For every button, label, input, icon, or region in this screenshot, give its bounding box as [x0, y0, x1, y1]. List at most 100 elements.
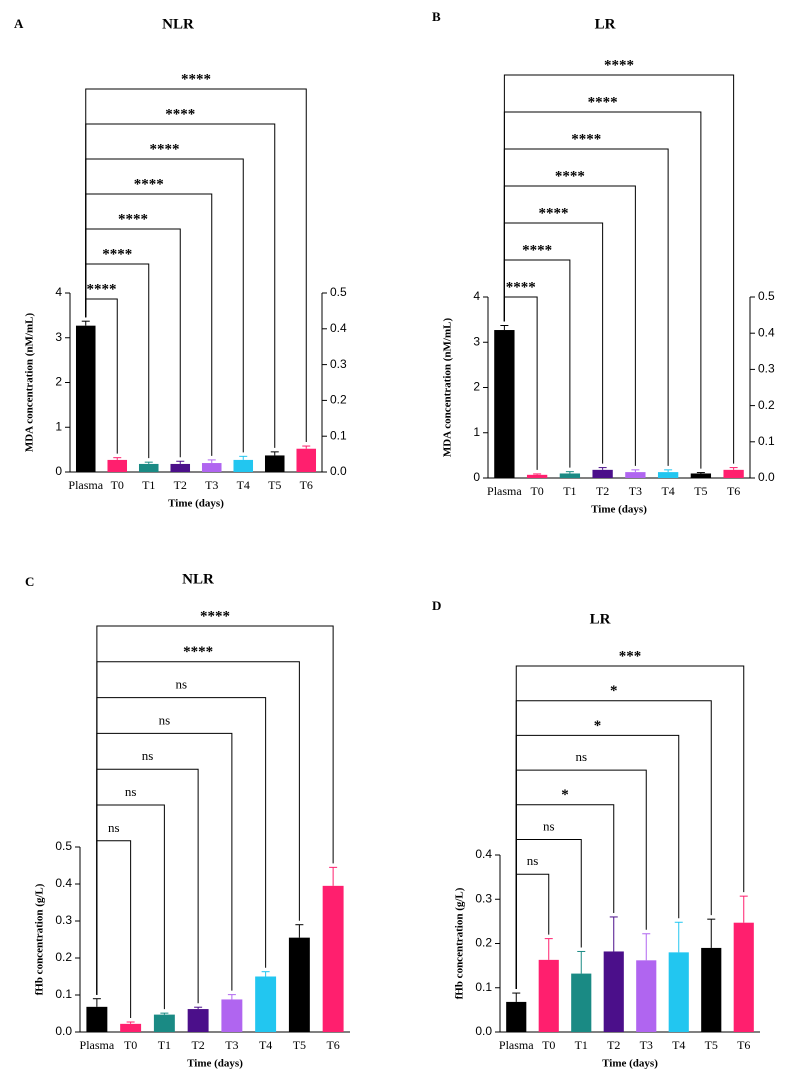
y-tick-label: 0.2	[55, 950, 72, 964]
bar	[86, 1006, 108, 1032]
significance-label: *	[594, 718, 602, 734]
bar	[296, 448, 317, 472]
bar	[690, 473, 712, 478]
y-tick-label: 0.5	[55, 839, 72, 853]
x-tick-label: Plasma	[487, 484, 522, 498]
bar	[75, 325, 96, 472]
x-tick-label: T3	[225, 1038, 238, 1052]
y2-tick-label: 0.1	[758, 434, 775, 448]
significance-label: ns	[175, 677, 187, 692]
significance-bracket	[515, 665, 745, 990]
bar	[494, 330, 515, 478]
significance-label: ****	[571, 131, 601, 147]
significance-label: ****	[183, 644, 213, 660]
chart-title: NLR	[182, 571, 214, 587]
x-tick-label: T0	[124, 1038, 137, 1052]
significance-bracket	[96, 625, 334, 995]
significance-label: ****	[522, 242, 552, 258]
significance-label: ****	[181, 71, 211, 87]
x-axis-label: Time (days)	[168, 498, 224, 510]
y-axis-label: fHb concentration (g/L)	[34, 883, 46, 995]
x-axis-label: Time (days)	[602, 1058, 658, 1070]
significance-label: ****	[134, 176, 164, 192]
x-tick-label: T2	[174, 478, 187, 492]
bar	[506, 1001, 527, 1032]
x-tick-label: T4	[661, 484, 674, 498]
panel-letter: B	[432, 9, 441, 24]
y-axis-label: MDA concentration (nM/mL)	[24, 313, 36, 453]
significance-label: ****	[539, 205, 569, 221]
x-tick-label: T4	[237, 478, 250, 492]
significance-label: ****	[165, 106, 195, 122]
bar	[603, 951, 624, 1032]
bar	[201, 463, 222, 472]
y2-tick-label: 0.5	[758, 289, 775, 303]
bar	[322, 885, 344, 1032]
y-tick-label: 0.1	[55, 987, 72, 1001]
y-axis-label: MDA concentration (nM/mL)	[442, 318, 454, 458]
y-tick-label: 4	[55, 285, 62, 299]
y2-tick-label: 0.3	[758, 362, 775, 376]
y2-tick-label: 0.4	[758, 325, 775, 339]
y-tick-label: 3	[55, 330, 62, 344]
bar	[233, 459, 254, 472]
bar	[701, 947, 722, 1032]
bar	[153, 1014, 175, 1032]
y2-tick-label: 0.4	[330, 321, 347, 335]
y2-tick-label: 0.1	[330, 428, 347, 442]
significance-label: ****	[506, 279, 536, 295]
chart-title: NLR	[162, 16, 194, 32]
y2-tick-label: 0.0	[758, 470, 775, 484]
significance-label: *	[610, 683, 618, 699]
significance-bracket	[85, 228, 181, 458]
bar	[538, 959, 559, 1032]
bar	[723, 469, 744, 478]
y-tick-label: 0.1	[475, 980, 492, 994]
x-tick-label: T6	[300, 478, 313, 492]
significance-label: ns	[108, 820, 120, 835]
y2-tick-label: 0.3	[330, 357, 347, 371]
y-tick-label: 0	[55, 464, 62, 478]
x-tick-label: T2	[607, 1038, 620, 1052]
bar	[625, 472, 646, 478]
y-tick-label: 0.3	[475, 891, 492, 905]
x-tick-label: T3	[629, 484, 642, 498]
significance-label: ns	[527, 853, 539, 868]
y-tick-label: 0.0	[55, 1024, 72, 1038]
bar	[636, 960, 657, 1032]
x-tick-label: T1	[158, 1038, 171, 1052]
x-tick-label: Plasma	[80, 1038, 115, 1052]
bar	[571, 973, 592, 1032]
significance-label: ****	[102, 246, 132, 262]
y-tick-label: 1	[473, 425, 480, 439]
x-tick-label: T2	[596, 484, 609, 498]
y-tick-label: 0.4	[55, 876, 72, 890]
x-tick-label: T6	[727, 484, 740, 498]
x-tick-label: T3	[205, 478, 218, 492]
significance-label: ns	[125, 784, 137, 799]
bar	[668, 952, 689, 1032]
bar	[120, 1023, 142, 1032]
y2-tick-label: 0.2	[758, 398, 775, 412]
bar	[526, 474, 548, 478]
significance-bracket	[515, 734, 680, 990]
x-tick-label: T4	[672, 1038, 685, 1052]
x-tick-label: T0	[530, 484, 543, 498]
significance-label: ****	[555, 168, 585, 184]
y2-tick-label: 0.2	[330, 393, 347, 407]
significance-bracket	[503, 74, 735, 464]
y-tick-label: 0.3	[55, 913, 72, 927]
x-tick-label: T5	[694, 484, 707, 498]
panel-letter: C	[25, 574, 34, 589]
chart-title: LR	[595, 16, 616, 32]
bar	[255, 976, 277, 1032]
x-tick-label: T0	[542, 1038, 555, 1052]
x-tick-label: T5	[705, 1038, 718, 1052]
x-axis-label: Time (days)	[591, 504, 647, 516]
x-tick-label: T3	[640, 1038, 653, 1052]
x-axis-label: Time (days)	[187, 1058, 243, 1070]
y2-tick-label: 0.5	[330, 285, 347, 299]
x-tick-label: T6	[737, 1038, 750, 1052]
significance-label: ****	[118, 211, 148, 227]
